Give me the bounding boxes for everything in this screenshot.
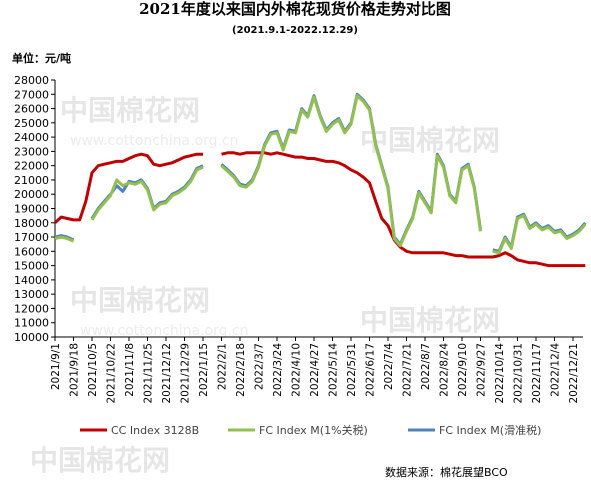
x-tick-label: 2021/11/8 [124,343,136,397]
y-tick-label: 25000 [14,117,49,130]
watermark: www.cottonchina.org.cn [70,133,239,149]
y-tick-label: 12000 [14,302,49,315]
y-tick-label: 24000 [14,131,49,144]
x-tick-label: 2022/7/21 [402,343,414,397]
watermark: 中国棉花网 [60,94,200,127]
x-tick-label: 2021/10/5 [87,343,99,397]
x-tick-label: 2022/5/14 [328,343,340,397]
y-tick-label: 21000 [14,174,49,187]
legend-label: FC Index M(滑准税) [439,423,541,437]
x-tick-label: 2022/3/24 [272,343,284,397]
x-tick-label: 2022/6/17 [365,343,377,397]
y-tick-label: 14000 [14,274,49,287]
x-tick-label: 2022/5/31 [346,343,358,397]
x-tick-label: 2021/9/1 [50,343,62,390]
watermark: 中国棉花网 [70,284,210,317]
x-tick-label: 2022/3/7 [254,343,266,390]
y-tick-label: 28000 [14,74,49,87]
x-tick-label: 2022/9/27 [476,343,488,397]
chart-subtitle: (2021.9.1-2022.12.29) [232,25,358,36]
y-tick-label: 10000 [14,331,49,344]
x-tick-label: 2022/12/4 [550,343,562,397]
x-tick-label: 2021/12/12 [161,343,173,404]
y-tick-label: 19000 [14,203,49,216]
legend-label: CC Index 3128B [111,424,199,437]
source: 数据来源：棉花展望BCO [385,465,508,479]
y-axis-label: 单位：元/吨 [12,51,71,65]
x-tick-label: 2022/11/17 [531,343,543,404]
legend-label: FC Index M(1%关税) [259,423,368,437]
y-tick-label: 17000 [14,231,49,244]
x-tick-label: 2022/10/14 [494,343,506,404]
series-line [53,151,586,268]
x-tick-label: 2022/4/10 [291,343,303,397]
y-tick-label: 13000 [14,288,49,301]
x-tick-label: 2022/8/7 [420,343,432,390]
x-tick-label: 2022/1/15 [198,343,210,397]
y-tick-label: 20000 [14,188,49,201]
y-tick-label: 23000 [14,145,49,158]
x-tick-label: 2021/10/22 [106,343,118,404]
chart-title: 2021年度以来国内外棉花现货价格走势对比图 [139,0,451,18]
x-tick-label: 2021/9/18 [69,343,81,397]
y-tick-label: 18000 [14,217,49,230]
y-tick-label: 15000 [14,260,49,273]
x-tick-label: 2021/12/29 [180,343,192,404]
x-tick-label: 2022/2/1 [217,343,229,390]
x-tick-label: 2022/8/24 [439,343,451,397]
watermark: 中国棉花网 [30,444,170,477]
y-tick-label: 26000 [14,103,49,116]
y-tick-label: 27000 [14,88,49,101]
x-tick-label: 2022/2/18 [235,343,247,397]
x-tick-label: 2022/4/27 [309,343,321,397]
x-tick-label: 2021/11/25 [143,343,155,404]
series-line [54,94,587,255]
x-tick-label: 2022/12/21 [568,343,580,404]
watermark: www.cottonchina.org.cn [80,323,249,339]
x-tick-label: 2022/7/4 [383,343,395,390]
x-tick-label: 2022/10/31 [513,343,525,404]
y-tick-label: 11000 [14,317,49,330]
x-tick-label: 2022/9/10 [457,343,469,397]
y-tick-label: 16000 [14,245,49,258]
watermark: 中国棉花网 [360,124,500,157]
watermark: 中国棉花网 [360,304,500,337]
y-tick-label: 22000 [14,160,49,173]
